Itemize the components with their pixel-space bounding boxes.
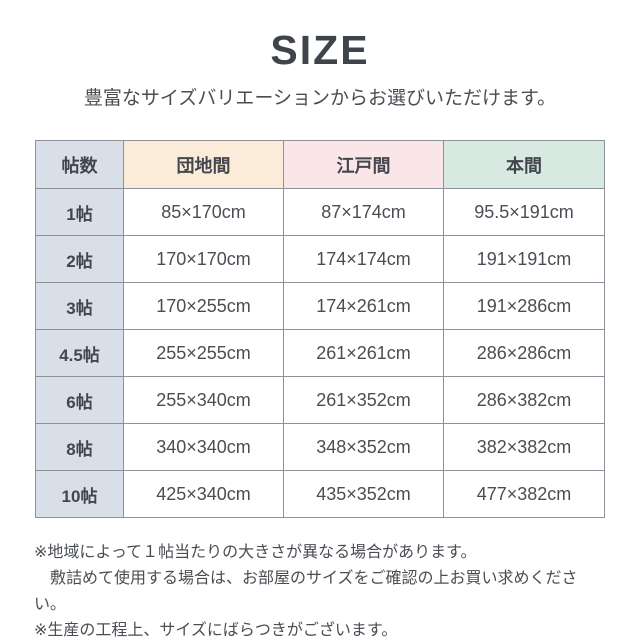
size-cell: 191×286cm <box>443 282 605 330</box>
table-row: 10帖 425×340cm 435×352cm 477×382cm <box>35 470 605 518</box>
column-header-mat-count: 帖数 <box>35 140 124 189</box>
size-cell: 85×170cm <box>123 188 284 236</box>
size-table: 帖数 団地間 江戸間 本間 1帖 85×170cm 87×174cm 95.5×… <box>35 140 605 518</box>
row-label: 2帖 <box>35 235 124 283</box>
table-row: 2帖 170×170cm 174×174cm 191×191cm <box>35 235 605 283</box>
row-label: 6帖 <box>35 376 124 424</box>
table-header-row: 帖数 団地間 江戸間 本間 <box>35 140 605 189</box>
row-label: 3帖 <box>35 282 124 330</box>
size-cell: 286×286cm <box>443 329 605 377</box>
size-cell: 255×255cm <box>123 329 284 377</box>
table-row: 4.5帖 255×255cm 261×261cm 286×286cm <box>35 329 605 377</box>
page-subtitle: 豊富なサイズバリエーションからお選びいただけます。 <box>83 88 557 109</box>
column-header-danchima: 団地間 <box>123 140 284 189</box>
size-cell: 255×340cm <box>123 376 284 424</box>
size-cell: 261×352cm <box>283 376 444 424</box>
size-cell: 435×352cm <box>283 470 444 518</box>
size-cell: 170×170cm <box>123 235 284 283</box>
footnotes: ※地域によって１帖当たりの大きさが異なる場合があります。 敷詰めて使用する場合は… <box>34 540 606 644</box>
size-cell: 261×261cm <box>283 329 444 377</box>
footnote-line: ※地域によって１帖当たりの大きさが異なる場合があります。 <box>34 544 477 561</box>
page-title: SIZE <box>270 27 370 73</box>
footnote-line: 敷詰めて使用する場合は、お部屋のサイズをご確認の上お買い求めください。 <box>34 570 578 613</box>
column-header-honma: 本間 <box>443 140 605 189</box>
table-row: 8帖 340×340cm 348×352cm 382×382cm <box>35 423 605 471</box>
footnote-line: ※生産の工程上、サイズにばらつきがございます。 <box>34 622 398 639</box>
table-row: 1帖 85×170cm 87×174cm 95.5×191cm <box>35 188 605 236</box>
size-cell: 286×382cm <box>443 376 605 424</box>
table-row: 3帖 170×255cm 174×261cm 191×286cm <box>35 282 605 330</box>
column-header-edoma: 江戸間 <box>283 140 444 189</box>
size-cell: 348×352cm <box>283 423 444 471</box>
row-label: 8帖 <box>35 423 124 471</box>
row-label: 10帖 <box>35 470 124 518</box>
size-cell: 174×261cm <box>283 282 444 330</box>
size-cell: 425×340cm <box>123 470 284 518</box>
size-cell: 174×174cm <box>283 235 444 283</box>
size-cell: 382×382cm <box>443 423 605 471</box>
size-cell: 191×191cm <box>443 235 605 283</box>
table-row: 6帖 255×340cm 261×352cm 286×382cm <box>35 376 605 424</box>
size-cell: 170×255cm <box>123 282 284 330</box>
row-label: 4.5帖 <box>35 329 124 377</box>
size-cell: 95.5×191cm <box>443 188 605 236</box>
row-label: 1帖 <box>35 188 124 236</box>
size-cell: 477×382cm <box>443 470 605 518</box>
size-cell: 87×174cm <box>283 188 444 236</box>
size-cell: 340×340cm <box>123 423 284 471</box>
